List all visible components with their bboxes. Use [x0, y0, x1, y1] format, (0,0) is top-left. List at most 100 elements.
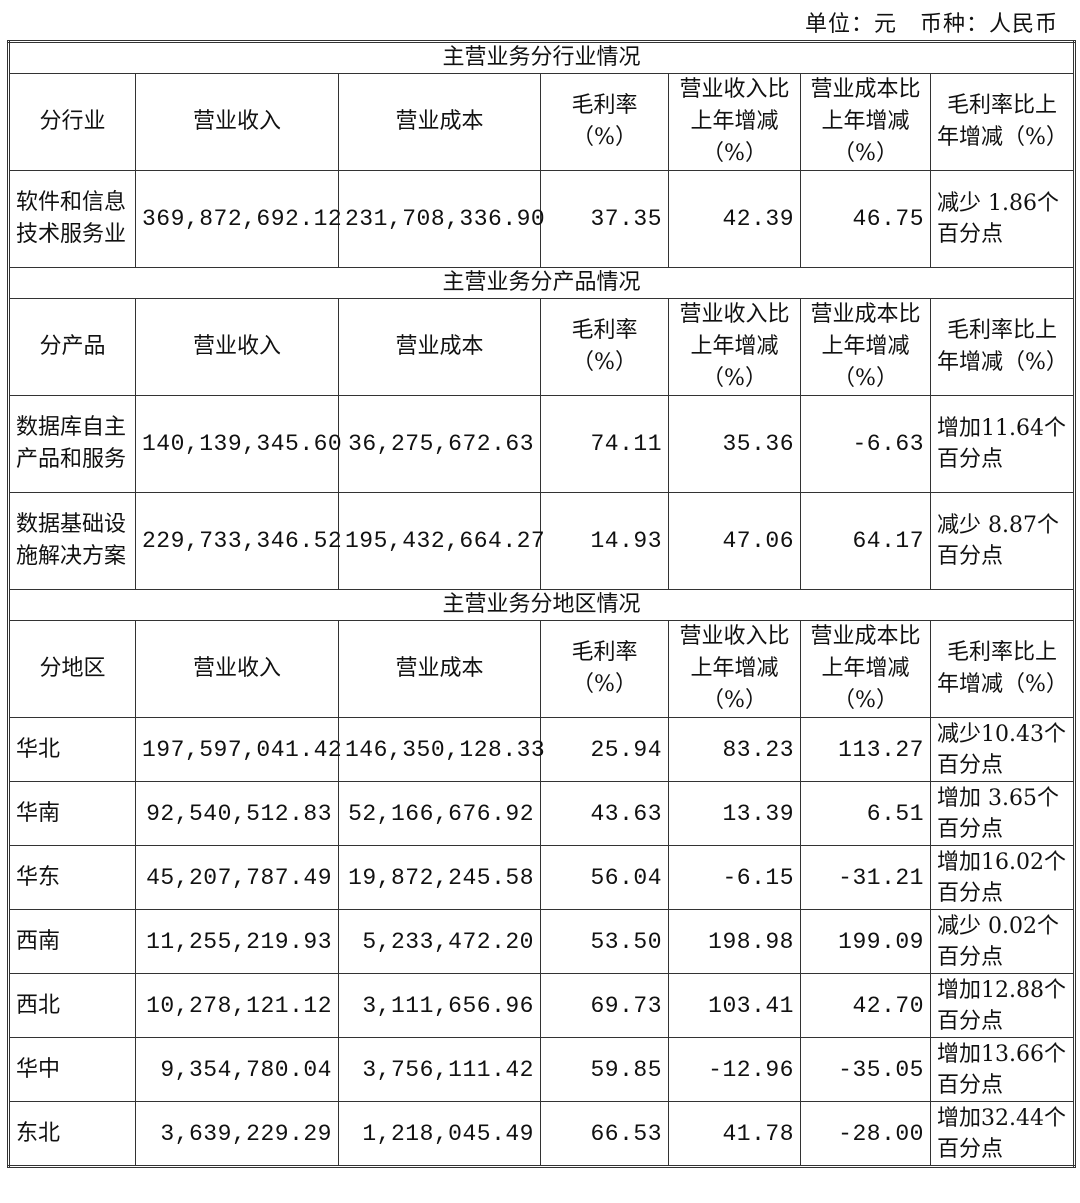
cell-cost-change: -31.21 [800, 845, 931, 910]
table-row: 华东 45,207,787.49 19,872,245.58 56.04 -6.15 -3… [8, 845, 1076, 910]
row-name: 华中 [8, 1037, 136, 1102]
cell-cost: 3,756,111.42 [338, 1037, 541, 1102]
section-title: 主营业务分地区情况 [7, 589, 1076, 621]
cell-revenue: 197,597,041.42 [135, 717, 342, 782]
row-name: 西北 [8, 973, 136, 1038]
cell-cost-change: 42.70 [800, 973, 931, 1038]
row-name: 软件和信息技术服务业 [8, 170, 136, 268]
column-header: 营业成本 [338, 298, 541, 396]
table-row: 华中 9,354,780.04 3,756,111.42 59.85 -12.96 -35… [8, 1037, 1076, 1102]
table-row: 数据库自主产品和服务 140,139,345.60 36,275,672.63 74.… [8, 395, 1076, 493]
column-header: 营业收入比上年增减（%） [668, 620, 801, 718]
table-row: 西北 10,278,121.12 3,111,656.96 69.73 103.41 42… [8, 973, 1076, 1038]
cell-margin: 14.93 [540, 492, 669, 590]
table-row: 华北 197,597,041.42 146,350,128.33 25.94 83.23… [8, 717, 1076, 782]
cell-margin: 43.63 [540, 781, 669, 846]
column-header: 毛利率（%） [540, 73, 669, 171]
column-header: 毛利率（%） [540, 620, 669, 718]
column-header: 营业收入比上年增减（%） [668, 73, 801, 171]
column-header: 营业收入 [135, 620, 339, 718]
cell-revenue: 229,733,346.52 [135, 492, 342, 590]
row-name: 数据基础设施解决方案 [8, 492, 136, 590]
header-category: 分行业 [8, 73, 136, 171]
table-row: 西南 11,255,219.93 5,233,472.20 53.50 198.98 19… [8, 909, 1076, 974]
cell-cost: 146,350,128.33 [338, 717, 545, 782]
cell-margin: 56.04 [540, 845, 669, 910]
cell-cost: 19,872,245.58 [338, 845, 541, 910]
cell-cost-change: -35.05 [800, 1037, 931, 1102]
cell-rev-change: 47.06 [668, 492, 801, 590]
cell-cost-change: 6.51 [800, 781, 931, 846]
cell-rev-change: 103.41 [668, 973, 801, 1038]
cell-cost-change: 199.09 [800, 909, 931, 974]
cell-margin-change: 增加 3.65个百分点 [929, 781, 1076, 846]
section-title: 主营业务分产品情况 [7, 267, 1076, 299]
column-header: 营业收入 [135, 298, 339, 396]
cell-cost: 36,275,672.63 [338, 395, 541, 493]
cell-margin-change: 减少 0.02个百分点 [929, 909, 1076, 974]
cell-rev-change: 83.23 [668, 717, 801, 782]
cell-revenue: 9,354,780.04 [135, 1037, 339, 1102]
cell-margin: 25.94 [540, 717, 669, 782]
row-name: 数据库自主产品和服务 [8, 395, 136, 493]
cell-margin: 59.85 [540, 1037, 669, 1102]
cell-margin-change: 减少10.43个百分点 [929, 717, 1076, 782]
cell-margin: 53.50 [540, 909, 669, 974]
cell-revenue: 3,639,229.29 [135, 1101, 339, 1167]
cell-cost: 231,708,336.90 [338, 170, 545, 268]
unit-note: 单位：元 币种：人民币 [804, 12, 1058, 37]
cell-cost-change: 46.75 [800, 170, 931, 268]
cell-revenue: 369,872,692.12 [135, 170, 342, 268]
column-header: 毛利率比上年增减（%） [929, 298, 1076, 396]
cell-margin-change: 减少 1.86个百分点 [929, 170, 1076, 268]
row-name: 华北 [8, 717, 136, 782]
row-name: 西南 [8, 909, 136, 974]
column-header: 营业成本 [338, 620, 541, 718]
table-row: 华南 92,540,512.83 52,166,676.92 43.63 13.39 6.… [8, 781, 1076, 846]
cell-cost-change: 64.17 [800, 492, 931, 590]
row-name: 华东 [8, 845, 136, 910]
table-row: 东北 3,639,229.29 1,218,045.49 66.53 41.78 -28.… [8, 1101, 1076, 1167]
cell-revenue: 140,139,345.60 [135, 395, 342, 493]
cell-margin-change: 增加11.64个百分点 [929, 395, 1076, 493]
cell-margin-change: 增加16.02个百分点 [929, 845, 1076, 910]
cell-margin: 69.73 [540, 973, 669, 1038]
cell-cost-change: -6.63 [800, 395, 931, 493]
column-header: 营业收入 [135, 73, 339, 171]
cell-revenue: 11,255,219.93 [135, 909, 339, 974]
cell-margin-change: 增加32.44个百分点 [929, 1101, 1076, 1167]
header-category: 分地区 [8, 620, 136, 718]
cell-margin: 66.53 [540, 1101, 669, 1167]
cell-cost: 195,432,664.27 [338, 492, 545, 590]
cell-rev-change: 198.98 [668, 909, 801, 974]
cell-rev-change: -12.96 [668, 1037, 801, 1102]
cell-cost-change: -28.00 [800, 1101, 931, 1167]
cell-cost: 5,233,472.20 [338, 909, 541, 974]
cell-margin: 74.11 [540, 395, 669, 493]
column-header: 毛利率比上年增减（%） [929, 620, 1076, 718]
column-header: 毛利率比上年增减（%） [929, 73, 1076, 171]
table-row: 数据基础设施解决方案 229,733,346.52 195,432,664.27 14… [8, 492, 1076, 590]
column-header: 营业收入比上年增减（%） [668, 298, 801, 396]
cell-rev-change: -6.15 [668, 845, 801, 910]
table-row: 软件和信息技术服务业 369,872,692.12 231,708,336.90 37… [8, 170, 1076, 268]
cell-margin-change: 增加12.88个百分点 [929, 973, 1076, 1038]
cell-revenue: 10,278,121.12 [135, 973, 339, 1038]
cell-margin: 37.35 [540, 170, 669, 268]
column-header: 毛利率（%） [540, 298, 669, 396]
cell-cost-change: 113.27 [800, 717, 931, 782]
main-business-table: 主营业务分行业情况 分行业 营业收入 营业成本 毛利率（%） 营业收入比上年增减（%） 营业… [7, 40, 1077, 1168]
cell-rev-change: 35.36 [668, 395, 801, 493]
cell-revenue: 92,540,512.83 [135, 781, 339, 846]
column-header: 营业成本比上年增减（%） [800, 73, 931, 171]
column-header: 营业成本 [338, 73, 541, 171]
header-category: 分产品 [8, 298, 136, 396]
section-title: 主营业务分行业情况 [7, 41, 1076, 74]
row-name: 华南 [8, 781, 136, 846]
row-name: 东北 [8, 1101, 136, 1167]
cell-cost: 52,166,676.92 [338, 781, 541, 846]
cell-cost: 3,111,656.96 [338, 973, 541, 1038]
cell-rev-change: 42.39 [668, 170, 801, 268]
cell-revenue: 45,207,787.49 [135, 845, 339, 910]
column-header: 营业成本比上年增减（%） [800, 620, 931, 718]
